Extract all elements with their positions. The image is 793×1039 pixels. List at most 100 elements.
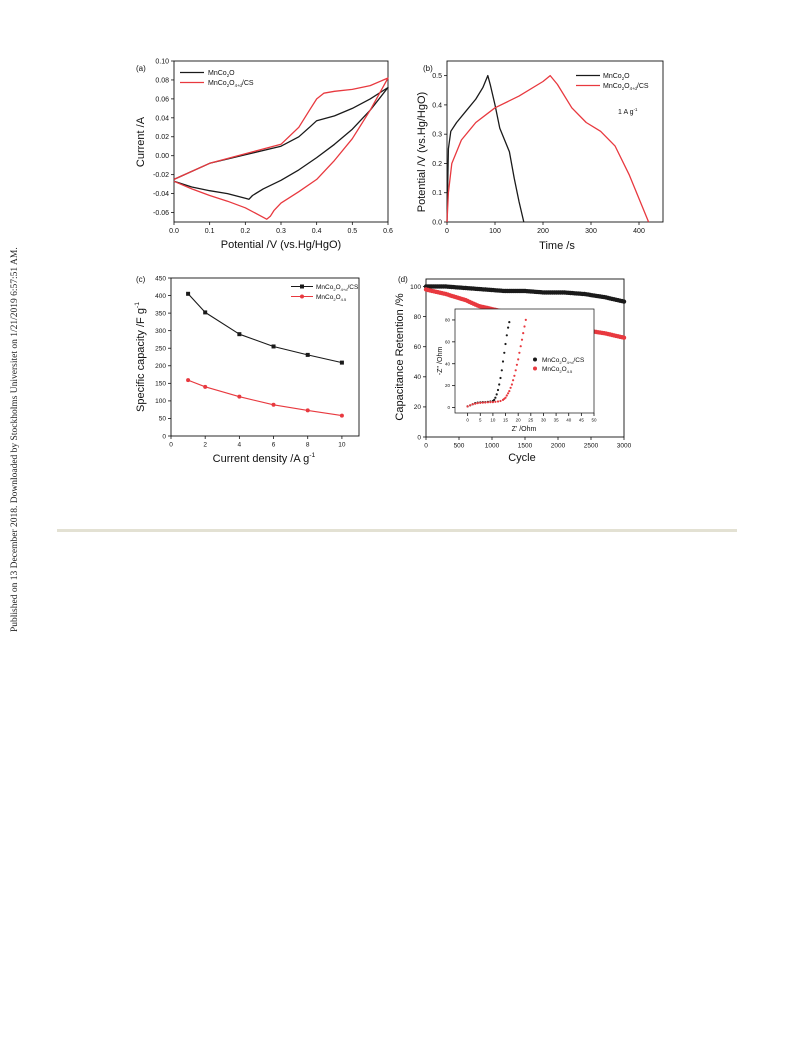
data-point <box>493 398 496 401</box>
data-point <box>186 291 191 296</box>
x-tick-label: 50 <box>591 418 597 423</box>
legend-label-1: MnCo2O4.5 <box>542 366 573 374</box>
x-tick-label: 10 <box>490 418 496 423</box>
data-point <box>507 392 510 395</box>
inset-y-axis-label: -Z'' /Ohm <box>437 347 444 376</box>
data-point <box>203 310 208 315</box>
x-tick-label: 0.1 <box>205 228 215 235</box>
legend-label-0: MnCo2O4+d/CS <box>542 357 585 365</box>
x-tick-label: 45 <box>579 418 585 423</box>
x-tick-label: 1500 <box>518 443 533 450</box>
data-point <box>508 321 511 324</box>
y-tick-label: -0.02 <box>153 172 169 179</box>
x-tick-label: 0.4 <box>312 228 322 235</box>
y-tick-label: 0.10 <box>155 58 169 65</box>
x-tick-label: 1000 <box>485 443 500 450</box>
data-point <box>514 369 517 372</box>
y-tick-label: 0.04 <box>155 115 169 122</box>
y-tick-label: 40 <box>445 361 451 366</box>
panel-label-d: (d) <box>398 275 408 284</box>
x-tick-label: 2 <box>203 442 207 449</box>
data-point <box>501 360 505 363</box>
data-point <box>305 352 310 357</box>
plot-frame <box>170 277 360 437</box>
x-axis-label: Cycle <box>508 452 536 464</box>
legend-label-1: MnCo2O4+d/CS <box>208 80 254 88</box>
y-tick-label: 250 <box>155 345 166 352</box>
data-point <box>491 401 494 404</box>
y-tick-label: 60 <box>445 339 451 344</box>
data-point <box>496 388 500 392</box>
y-tick-label: 100 <box>155 398 166 405</box>
y-tick-label: 40 <box>414 374 422 381</box>
y-axis-label: Current /A <box>135 116 147 167</box>
x-tick-label: 0 <box>445 228 449 235</box>
legend-label-0: MnCo2O <box>603 73 630 81</box>
data-point <box>508 390 511 393</box>
data-point <box>484 401 487 404</box>
data-point <box>504 342 507 346</box>
data-point <box>271 344 276 349</box>
y-tick-label: 350 <box>155 310 166 317</box>
data-point <box>519 345 522 348</box>
x-tick-label: 0.5 <box>347 228 357 235</box>
y-tick-label: -0.04 <box>153 191 169 198</box>
x-tick-label: 300 <box>585 228 597 235</box>
data-point <box>486 401 489 404</box>
data-point <box>481 401 484 404</box>
y-tick-label: 0.2 <box>432 161 442 168</box>
x-tick-label: 2000 <box>551 443 566 450</box>
x-tick-label: 400 <box>633 228 645 235</box>
panel-label-a: (a) <box>136 64 146 73</box>
panel-label-b: (b) <box>423 64 433 73</box>
data-point <box>466 405 469 408</box>
data-point <box>517 358 520 361</box>
x-tick-label: 0.0 <box>169 228 179 235</box>
series-line-1 <box>446 74 650 223</box>
x-tick-label: 30 <box>541 418 547 423</box>
x-tick-label: 0.3 <box>276 228 286 235</box>
plot-frame <box>446 60 664 223</box>
panel-label-c: (c) <box>136 275 146 284</box>
data-point <box>499 399 502 403</box>
y-tick-label: 0.1 <box>432 190 442 197</box>
x-tick-label: 4 <box>238 442 242 449</box>
data-point <box>511 379 515 382</box>
x-tick-label: 2500 <box>584 443 599 450</box>
data-point <box>339 413 344 418</box>
y-tick-label: 0.08 <box>155 77 169 84</box>
y-tick-label: 20 <box>414 404 422 411</box>
x-tick-label: 0.6 <box>383 228 393 235</box>
data-point <box>479 401 482 404</box>
x-tick-label: 6 <box>272 442 276 449</box>
data-point <box>471 403 474 406</box>
series-line-0 <box>173 86 389 200</box>
data-point <box>469 404 472 407</box>
legend-label-0: MnCo2O4+d/CS <box>316 284 359 292</box>
y-tick-label: 20 <box>445 383 451 388</box>
data-point <box>237 394 242 399</box>
legend-label-1: MnCo2O4.5 <box>316 294 347 302</box>
data-point <box>518 351 521 354</box>
data-point <box>505 394 508 397</box>
x-tick-label: 0 <box>169 442 173 449</box>
data-point <box>495 393 498 396</box>
x-tick-label: 8 <box>306 442 310 449</box>
x-tick-label: 40 <box>566 418 572 423</box>
y-axis-label: Potential /V (vs.Hg/HgO) <box>416 92 428 212</box>
y-tick-label: 0 <box>162 433 166 440</box>
x-axis-label: Current density /A g-1 <box>213 452 316 465</box>
y-tick-label: 100 <box>410 284 421 291</box>
y-tick-label: 0.0 <box>432 219 442 226</box>
x-tick-label: 500 <box>454 443 465 450</box>
x-tick-label: 3000 <box>617 443 632 450</box>
y-tick-label: 0.3 <box>432 132 442 139</box>
x-tick-label: 25 <box>528 418 534 423</box>
data-point <box>237 332 242 337</box>
y-tick-label: 450 <box>155 275 166 282</box>
x-tick-label: 15 <box>503 418 509 423</box>
data-point <box>621 335 627 340</box>
chart-a-cv: 0.0 0.1 0.2 0.3 0.4 0.5 0.6 -0.06 -0.04 -0.02 0.00… <box>135 58 393 251</box>
y-tick-label: 80 <box>414 314 422 321</box>
